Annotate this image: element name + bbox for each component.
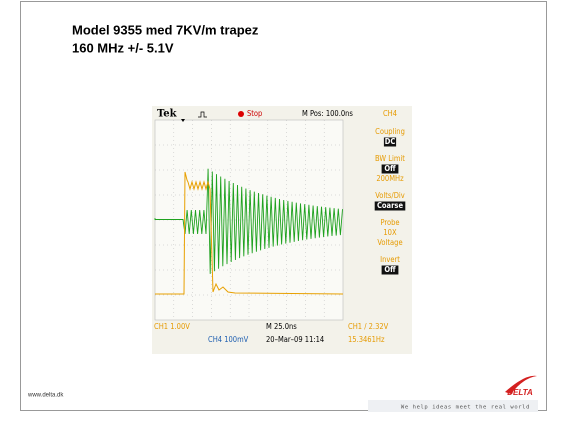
menu-value-box [374, 201, 406, 211]
menu-label: Probe [380, 218, 399, 227]
menu-value-box [383, 137, 397, 147]
menu-label: Volts/Div [375, 191, 405, 200]
footer-url: www.delta.dk [27, 393, 64, 399]
trigger-marker [181, 119, 185, 122]
ch4-trace [154, 168, 343, 274]
menu-label: Invert [380, 255, 400, 264]
scope-channel: CH4 [383, 109, 397, 118]
logo: DELTA [507, 388, 533, 397]
menu-line: Voltage [377, 238, 402, 247]
title-line: Model 9355 med 7KV/m trapez [72, 22, 259, 37]
status-ch1: CH1 1.00V [154, 322, 190, 331]
menu-line: 10X [383, 228, 397, 237]
menu-note: 200MHz [376, 174, 404, 183]
status-trigger: CH1 / 2.32V [348, 322, 389, 331]
menu-label: Coupling [375, 127, 405, 136]
logo-swoosh [505, 375, 537, 394]
stop-dot [238, 111, 244, 117]
menu-value: DC [385, 137, 396, 146]
menu-value: Off [384, 164, 396, 173]
title-line: 160 MHz +/- 5.1V [72, 40, 174, 55]
ch1-trace [155, 171, 344, 295]
menu-value: Off [384, 265, 396, 274]
status-ch4: CH4 100mV [208, 335, 249, 344]
menu-value-box [381, 265, 399, 275]
tagline-bg [368, 400, 538, 412]
menu-label: BW Limit [375, 154, 405, 163]
tagline: We help ideas meet the real world [401, 405, 530, 411]
status-frequency: 15.3461Hz [348, 335, 385, 344]
scope-brand: Tek [157, 109, 178, 120]
menu-value: Coarse [377, 201, 403, 210]
menu-value-box [381, 164, 399, 174]
status-timebase: M 25.0ns [266, 322, 297, 331]
trigger-icon [198, 111, 207, 118]
scope-position: M Pos: 100.0ns [302, 109, 353, 118]
scope-state: Stop [247, 109, 262, 118]
status-datetime: 20–Mar–09 11:14 [266, 335, 324, 344]
